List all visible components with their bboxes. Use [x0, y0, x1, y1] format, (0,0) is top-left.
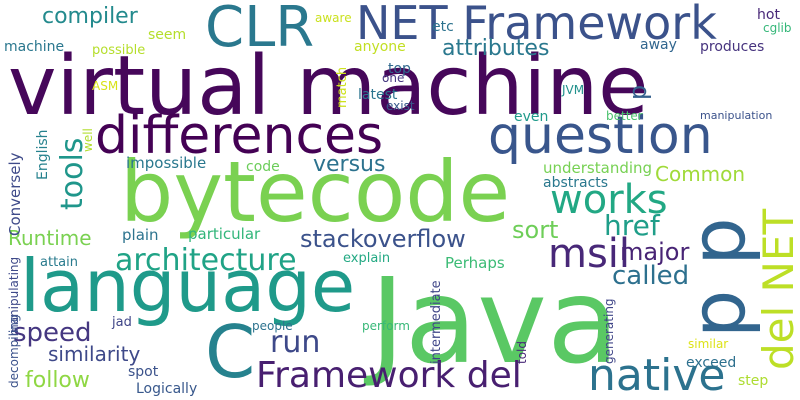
- word: works: [550, 177, 668, 223]
- word: code: [246, 159, 280, 175]
- word: attain: [40, 255, 78, 270]
- word: ASM: [92, 79, 119, 93]
- word: particular: [188, 225, 261, 243]
- word: exist: [386, 99, 415, 113]
- word: plain: [122, 226, 159, 244]
- word: NET Framework: [356, 0, 717, 50]
- word: cglib: [763, 21, 792, 35]
- word: follow: [25, 368, 90, 393]
- word: abstracts: [543, 175, 609, 191]
- word: impossible: [126, 154, 207, 172]
- word: language: [20, 244, 356, 328]
- word: exceed: [686, 355, 737, 371]
- word: perform: [362, 319, 410, 333]
- word: speed: [13, 318, 92, 348]
- word: anyone: [354, 39, 406, 55]
- word: aware: [315, 11, 352, 25]
- word: Conversely: [6, 152, 24, 236]
- word: sort: [512, 216, 559, 244]
- word: del NET: [754, 208, 800, 370]
- word: CLR: [205, 0, 315, 60]
- word: C: [205, 310, 256, 394]
- word: Runtime: [8, 226, 92, 250]
- word: hot: [757, 7, 780, 23]
- word: architecture: [115, 243, 297, 278]
- word: msil: [548, 231, 631, 277]
- word: intermediate: [429, 280, 444, 364]
- word: spot: [128, 364, 159, 380]
- word: latest: [358, 87, 398, 103]
- word: match: [335, 66, 350, 108]
- word: told: [515, 341, 529, 364]
- word: Java: [370, 252, 620, 390]
- word: possible: [92, 43, 146, 58]
- word: even: [514, 109, 549, 125]
- word: well: [81, 128, 95, 152]
- word: etc: [432, 19, 454, 35]
- word: decompiling: [7, 314, 21, 388]
- word: manipulation: [700, 109, 773, 122]
- word: p p: [673, 217, 762, 338]
- word: understanding: [543, 159, 653, 177]
- word: native: [588, 350, 726, 400]
- word: differences: [95, 106, 384, 166]
- word: produces: [700, 39, 765, 55]
- word: people: [252, 319, 293, 333]
- word: machine: [4, 39, 65, 55]
- word: called: [612, 261, 690, 291]
- word: Common: [655, 162, 746, 186]
- word: Perhaps: [445, 254, 505, 272]
- word: seem: [148, 27, 187, 43]
- word: Logically: [136, 381, 198, 397]
- word: similarity: [48, 342, 141, 366]
- word: away: [640, 37, 677, 53]
- word: question: [488, 106, 713, 166]
- word: one: [382, 71, 405, 85]
- word: JVM: [562, 83, 585, 97]
- word: run: [270, 325, 321, 360]
- word: href: [604, 209, 660, 242]
- word: p: [624, 84, 652, 100]
- word: English: [35, 129, 51, 180]
- word: explain: [343, 251, 391, 266]
- word: step: [738, 373, 769, 389]
- word: compiler: [42, 4, 138, 29]
- word: generating: [602, 298, 616, 364]
- word: similar: [688, 337, 729, 351]
- word: jad: [112, 315, 132, 330]
- word: attributes: [442, 36, 550, 61]
- word: major: [620, 238, 690, 266]
- word: top: [388, 61, 411, 77]
- word: stackoverflow: [300, 225, 466, 253]
- word: Framework del: [256, 355, 522, 396]
- word: virtual machine: [8, 39, 649, 134]
- word: bytecode: [120, 143, 511, 241]
- word: better: [606, 109, 643, 123]
- word: versus: [313, 152, 386, 177]
